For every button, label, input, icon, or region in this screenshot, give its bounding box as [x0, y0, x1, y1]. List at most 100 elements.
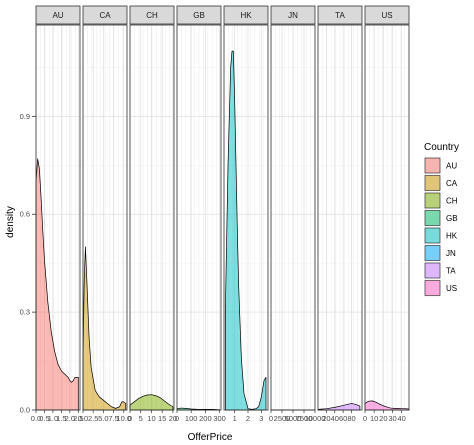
- legend-key-us: US: [424, 279, 457, 297]
- legend-keys: AU CA CH GB HK JN TA US: [424, 157, 458, 297]
- x-tick-label: 2: [246, 414, 250, 423]
- density-area-au: [35, 158, 79, 411]
- legend-title: Country: [424, 142, 459, 153]
- x-tick-label: 2.5: [88, 414, 98, 423]
- y-tick-label: 0.9: [20, 112, 30, 121]
- x-tick-label: 2.5: [73, 414, 83, 423]
- x-tick-label: 0: [175, 414, 179, 423]
- x-tick-label: 10.0: [116, 414, 131, 423]
- density-area-us: [364, 400, 410, 411]
- x-tick-label: 1.0: [48, 414, 58, 423]
- legend-swatch: [424, 192, 441, 209]
- facet-strip-label: JN: [288, 11, 298, 20]
- legend-key-au: AU: [424, 157, 457, 174]
- panel-border: [82, 24, 128, 411]
- x-tick-label: 0.0: [31, 414, 41, 423]
- x-tick-label: 5: [139, 414, 143, 423]
- y-axis-title: density: [5, 206, 16, 238]
- facet-strip-label: GB: [193, 11, 205, 20]
- density-area-ch: [129, 394, 174, 411]
- legend-swatch: [424, 245, 441, 261]
- legend-swatch: [424, 227, 441, 244]
- x-tick-label: 200: [199, 414, 212, 423]
- x-tick-label: 5.0: [98, 414, 108, 423]
- panel-border: [223, 24, 269, 411]
- y-axis: 0.0 0.3 0.6 0.9: [20, 112, 36, 415]
- x-tick-label: 7.5: [108, 414, 118, 423]
- legend-key-ta: TA: [424, 262, 456, 279]
- density-area-hk: [224, 50, 267, 411]
- facet-strip-label: TA: [335, 11, 345, 20]
- facet-strip: [270, 5, 316, 25]
- panel-border: [176, 24, 222, 411]
- facet-panel-ch: CH0 5 10 15 20: [128, 5, 177, 423]
- facet-strip-label: CH: [146, 11, 158, 20]
- legend-swatch: [424, 157, 441, 174]
- legend-label: CA: [446, 179, 458, 188]
- x-tick-label: 5000: [285, 414, 302, 423]
- legend-label: HK: [446, 232, 458, 241]
- x-tick-label: 7500: [296, 414, 313, 423]
- x-tick-label: 0: [128, 414, 132, 423]
- x-tick-label: 2500: [274, 414, 291, 423]
- facet-panel-hk: HK 1 2 3: [223, 5, 269, 423]
- legend-label: US: [446, 284, 457, 293]
- y-tick-label: 0.6: [20, 210, 30, 219]
- legend-key-ch: CH: [424, 192, 458, 209]
- facet-strip: [129, 5, 175, 25]
- legend-key-jn: JN: [424, 244, 456, 262]
- y-tick-label: 0.0: [20, 406, 30, 415]
- y-tick-label: 0.3: [20, 308, 30, 317]
- facet-strip: [176, 5, 222, 25]
- x-tick-label: 2.0: [65, 414, 75, 423]
- x-tick-label: 0: [269, 414, 273, 423]
- x-tick-label: 0.5: [39, 414, 49, 423]
- legend-swatch: [424, 175, 441, 191]
- density-area-ca: [82, 246, 127, 411]
- x-tick-label: 10000: [305, 414, 326, 423]
- density-area-ta: [317, 403, 361, 411]
- legend-label: JN: [446, 249, 456, 258]
- facet-strip: [35, 5, 81, 25]
- x-tick-label: 15: [158, 414, 166, 423]
- facet-panel-ta: TA 20 40 60 80: [317, 5, 363, 423]
- legend-label: GB: [446, 214, 458, 223]
- x-tick-label: 40: [397, 414, 405, 423]
- panel-border: [35, 24, 81, 411]
- x-axis-title: OfferPrice: [188, 432, 233, 443]
- facet-panel-ca: CA 0.0 2.5 5.0 7.510.0: [78, 5, 131, 423]
- legend: Country AU CA CH GB HK JN TA US: [424, 142, 459, 297]
- x-tick-label: 80: [347, 414, 355, 423]
- x-tick-label: 1.5: [56, 414, 66, 423]
- legend-label: AU: [446, 162, 457, 171]
- legend-key-ca: CA: [424, 174, 458, 192]
- x-tick-label: 30: [388, 414, 396, 423]
- legend-swatch: [424, 210, 441, 226]
- x-tick-label: 10: [370, 414, 378, 423]
- x-tick-label: 1: [233, 414, 237, 423]
- facet-strip-label: HK: [240, 11, 252, 20]
- x-tick-label: 100: [185, 414, 198, 423]
- x-tick-label: 0: [363, 414, 367, 423]
- legend-swatch: [424, 280, 441, 296]
- x-tick-label: 20: [169, 414, 177, 423]
- x-tick-label: 20: [322, 414, 330, 423]
- facet-strip: [223, 5, 269, 25]
- x-tick-label: 0.0: [78, 414, 88, 423]
- x-tick-label: 3: [259, 414, 263, 423]
- panel-border: [317, 24, 363, 411]
- panel-border: [129, 24, 175, 411]
- facet-strip-label: CA: [99, 11, 111, 20]
- legend-swatch: [424, 262, 441, 279]
- x-tick-label: 60: [339, 414, 347, 423]
- x-tick-label: 10: [147, 414, 155, 423]
- facet-panel-us: US 0 10 20 30 40: [363, 5, 410, 423]
- legend-label: TA: [446, 267, 456, 276]
- panel-border: [364, 24, 410, 411]
- facet-strip: [82, 5, 128, 25]
- facet-strip-label: AU: [52, 11, 63, 20]
- facet-panel-gb: GB 0 100 200 300: [175, 5, 226, 423]
- legend-key-gb: GB: [424, 209, 458, 227]
